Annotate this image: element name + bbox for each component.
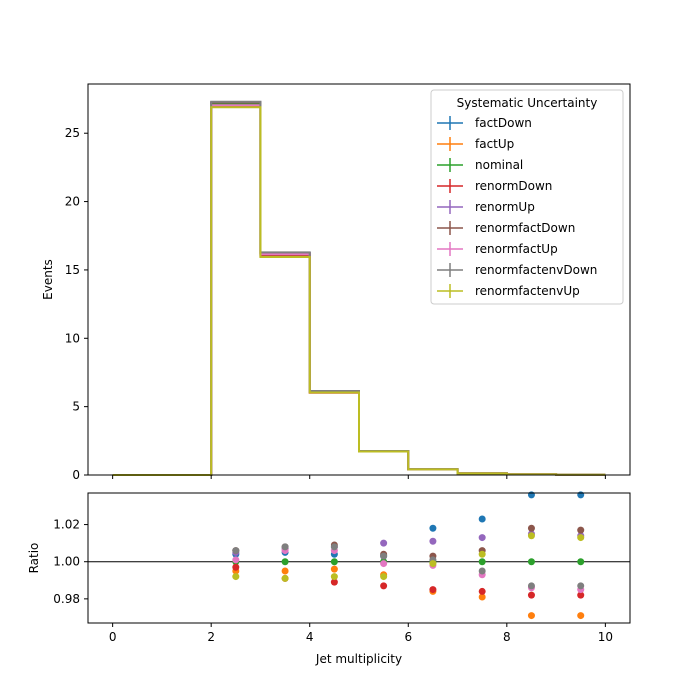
legend-entry-factDown: factDown (437, 116, 532, 130)
series-line-renormfactenvUp (112, 106, 606, 476)
ratio-point-renormfactenvUp (577, 534, 585, 542)
ratio-point-renormfactenvUp (429, 560, 437, 568)
ratio-point-renormfactenvUp (330, 573, 338, 581)
ratio-point-factUp (527, 612, 535, 620)
ratio-point-renormfactenvDown (478, 567, 486, 575)
ratio-y-tick-label: 1.00 (53, 555, 80, 569)
x-axis-label: Jet multiplicity (315, 652, 402, 666)
ratio-point-factUp (330, 565, 338, 573)
main-y-tick-label: 20 (65, 195, 80, 209)
legend-entry-factUp: factUp (437, 137, 514, 151)
ratio-point-renormDown (527, 591, 535, 599)
ratio-y-tick-label: 0.98 (53, 592, 80, 606)
legend-label: renormfactUp (475, 242, 558, 256)
legend-label: renormfactenvUp (475, 284, 580, 298)
ratio-point-renormfactenvUp (478, 550, 486, 558)
ratio-point-factDown (478, 515, 486, 523)
ratio-point-renormfactenvUp (527, 532, 535, 540)
ratio-point-nominal (281, 558, 289, 566)
ratio-point-nominal (330, 558, 338, 566)
ratio-point-renormfactenvDown (281, 543, 289, 551)
ratio-point-nominal (577, 558, 585, 566)
ratio-panel: 0.98 1.00 1.02 0 2 4 6 8 10 Jet multiplicity Ratio (27, 491, 631, 666)
legend-label: renormfactenvDown (475, 263, 597, 277)
ratio-point-factUp (281, 567, 289, 575)
main-y-tick-label: 15 (65, 263, 80, 277)
legend-entry-renormUp: renormUp (437, 200, 535, 214)
legend-title: Systematic Uncertainty (457, 96, 598, 110)
ratio-point-nominal (478, 558, 486, 566)
legend-entry-nominal: nominal (437, 158, 523, 172)
ratio-point-renormUp (478, 534, 486, 542)
ratio-point-factUp (577, 612, 585, 620)
main-y-tick-label: 25 (65, 126, 80, 140)
ratio-point-renormfactenvDown (330, 543, 338, 551)
ratio-point-renormfactenvUp (380, 573, 388, 581)
ratio-point-renormDown (429, 586, 437, 594)
legend-entry-renormDown: renormDown (437, 179, 552, 193)
ratio-point-renormUp (380, 539, 388, 547)
ratio-point-renormfactDown (577, 526, 585, 534)
ratio-point-renormUp (429, 537, 437, 545)
legend-entry-renormfactenvUp: renormfactenvUp (437, 284, 580, 298)
ratio-x-tick-label: 4 (306, 630, 314, 644)
legend-label: factUp (475, 137, 514, 151)
ratio-point-renormfactenvUp (281, 574, 289, 582)
ratio-point-factDown (429, 524, 437, 532)
legend-entry-renormfactUp: renormfactUp (437, 242, 558, 256)
legend-label: renormUp (475, 200, 535, 214)
legend-label: nominal (475, 158, 523, 172)
ratio-point-renormfactenvDown (232, 547, 240, 555)
ratio-point-renormDown (232, 563, 240, 571)
main-y-tick-label: 0 (72, 468, 80, 482)
ratio-point-renormfactenvDown (527, 582, 535, 590)
ratio-x-tick-label: 6 (404, 630, 412, 644)
ratio-point-renormfactUp (380, 560, 388, 568)
ratio-x-tick-label: 8 (503, 630, 511, 644)
main-panel: 0 5 10 15 20 25 Events (41, 83, 631, 482)
legend-label: renormDown (475, 179, 552, 193)
ratio-y-tick-label: 1.02 (53, 518, 80, 532)
ratio-point-renormDown (330, 578, 338, 586)
ratio-x-tick-label: 2 (207, 630, 215, 644)
legend-entry-renormfactDown: renormfactDown (437, 221, 575, 235)
ratio-point-renormfactenvDown (577, 582, 585, 590)
ratio-point-renormfactUp (232, 556, 240, 564)
ratio-y-axis-label: Ratio (27, 543, 41, 574)
ratio-point-renormDown (577, 591, 585, 599)
legend-entry-renormfactenvDown: renormfactenvDown (437, 263, 597, 277)
main-plot-frame (87, 83, 631, 476)
ratio-point-renormfactDown (527, 524, 535, 532)
ratio-point-renormfactenvDown (380, 552, 388, 560)
main-y-tick-label: 10 (65, 331, 80, 345)
main-y-tick-label: 5 (72, 400, 80, 414)
ratio-point-renormfactenvUp (232, 573, 240, 581)
ratio-x-tick-label: 0 (109, 630, 117, 644)
ratio-point-renormDown (478, 587, 486, 595)
ratio-point-factDown (527, 491, 535, 499)
legend-label: renormfactDown (475, 221, 575, 235)
ratio-point-renormDown (380, 582, 388, 590)
ratio-plot-frame (87, 492, 631, 624)
main-y-axis-label: Events (41, 259, 55, 300)
legend-box (430, 89, 624, 305)
ratio-point-factUp (478, 593, 486, 601)
ratio-point-nominal (527, 558, 535, 566)
legend-label: factDown (475, 116, 532, 130)
ratio-point-factDown (577, 491, 585, 499)
legend: Systematic Uncertainty factDown factUp nomi… (430, 89, 624, 305)
ratio-x-tick-label: 10 (598, 630, 613, 644)
